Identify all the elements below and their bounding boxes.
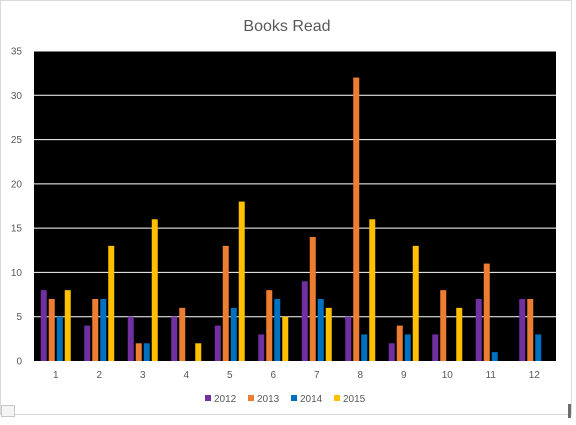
y-tick-label: 0 xyxy=(16,357,22,368)
bar xyxy=(84,325,91,361)
legend-label: 2014 xyxy=(300,394,323,405)
y-tick-label: 15 xyxy=(11,224,23,235)
x-tick-label: 5 xyxy=(227,370,233,381)
x-tick-label: 7 xyxy=(314,370,320,381)
bar xyxy=(214,325,221,361)
bar xyxy=(432,334,439,361)
bar xyxy=(92,299,99,361)
bar xyxy=(143,343,150,361)
bar xyxy=(135,343,142,361)
bar xyxy=(345,316,352,361)
bar xyxy=(40,290,47,361)
y-tick-label: 5 xyxy=(16,312,22,323)
y-tick-label: 30 xyxy=(11,91,23,102)
bar xyxy=(325,307,332,361)
x-tick-label: 6 xyxy=(270,370,276,381)
legend: 2012 2013 2014 2015 xyxy=(205,394,366,405)
bar xyxy=(535,334,542,361)
bar xyxy=(317,299,324,361)
bar xyxy=(266,290,273,361)
bar xyxy=(282,316,289,361)
x-tick-label: 4 xyxy=(183,370,189,381)
y-axis-ticks: 0 5 10 15 20 25 30 35 xyxy=(11,47,23,368)
bar xyxy=(274,299,281,361)
bar xyxy=(491,352,498,361)
bar xyxy=(396,325,403,361)
bar xyxy=(361,334,368,361)
gridlines xyxy=(34,50,556,318)
bar xyxy=(527,299,534,361)
bars xyxy=(40,77,542,362)
legend-label: 2015 xyxy=(343,394,366,405)
bar xyxy=(100,299,107,361)
x-tick-label: 11 xyxy=(486,370,497,381)
bar xyxy=(48,299,55,361)
legend-swatch xyxy=(205,395,211,401)
chart-title: Books Read xyxy=(243,18,330,35)
x-tick-label: 3 xyxy=(140,370,146,381)
bar xyxy=(238,201,245,361)
x-tick-label: 1 xyxy=(53,370,59,381)
plot-area xyxy=(34,51,556,361)
y-tick-label: 20 xyxy=(11,179,23,190)
bar xyxy=(301,281,308,361)
bar xyxy=(369,219,376,361)
legend-label: 2013 xyxy=(257,394,280,405)
bar xyxy=(64,290,71,361)
bar xyxy=(230,307,237,361)
x-tick-label: 9 xyxy=(401,370,407,381)
y-tick-label: 35 xyxy=(11,47,23,58)
bar xyxy=(195,343,202,361)
legend-swatch xyxy=(291,395,297,401)
bar xyxy=(519,299,526,361)
bar xyxy=(258,334,265,361)
bar xyxy=(456,307,463,361)
bar xyxy=(56,316,63,361)
bar xyxy=(388,343,395,361)
resize-handle-right[interactable] xyxy=(568,404,571,418)
bar xyxy=(475,299,482,361)
bar xyxy=(108,245,115,361)
resize-handle-left[interactable] xyxy=(1,405,15,417)
bar xyxy=(171,316,178,361)
legend-swatch xyxy=(334,395,340,401)
x-tick-label: 12 xyxy=(529,370,541,381)
x-axis-ticks: 1 2 3 4 5 6 7 8 9 10 11 12 xyxy=(53,370,540,381)
legend-swatch xyxy=(248,395,254,401)
bar xyxy=(483,263,490,361)
x-tick-label: 10 xyxy=(442,370,454,381)
bar xyxy=(412,245,419,361)
bar xyxy=(127,316,134,361)
bar xyxy=(309,237,316,361)
y-tick-label: 25 xyxy=(11,135,23,146)
x-tick-label: 8 xyxy=(357,370,363,381)
bar xyxy=(222,245,229,361)
bar xyxy=(404,334,411,361)
bar xyxy=(440,290,447,361)
bar xyxy=(151,219,158,361)
bar xyxy=(179,307,186,361)
bar xyxy=(353,77,360,362)
chart-frame: Books Read 0 5 10 15 20 25 30 35 1 2 3 4 5 6 7 8 9 10 11 1… xyxy=(0,0,572,417)
y-tick-label: 10 xyxy=(11,268,23,279)
x-tick-label: 2 xyxy=(96,370,102,381)
legend-label: 2012 xyxy=(214,394,237,405)
